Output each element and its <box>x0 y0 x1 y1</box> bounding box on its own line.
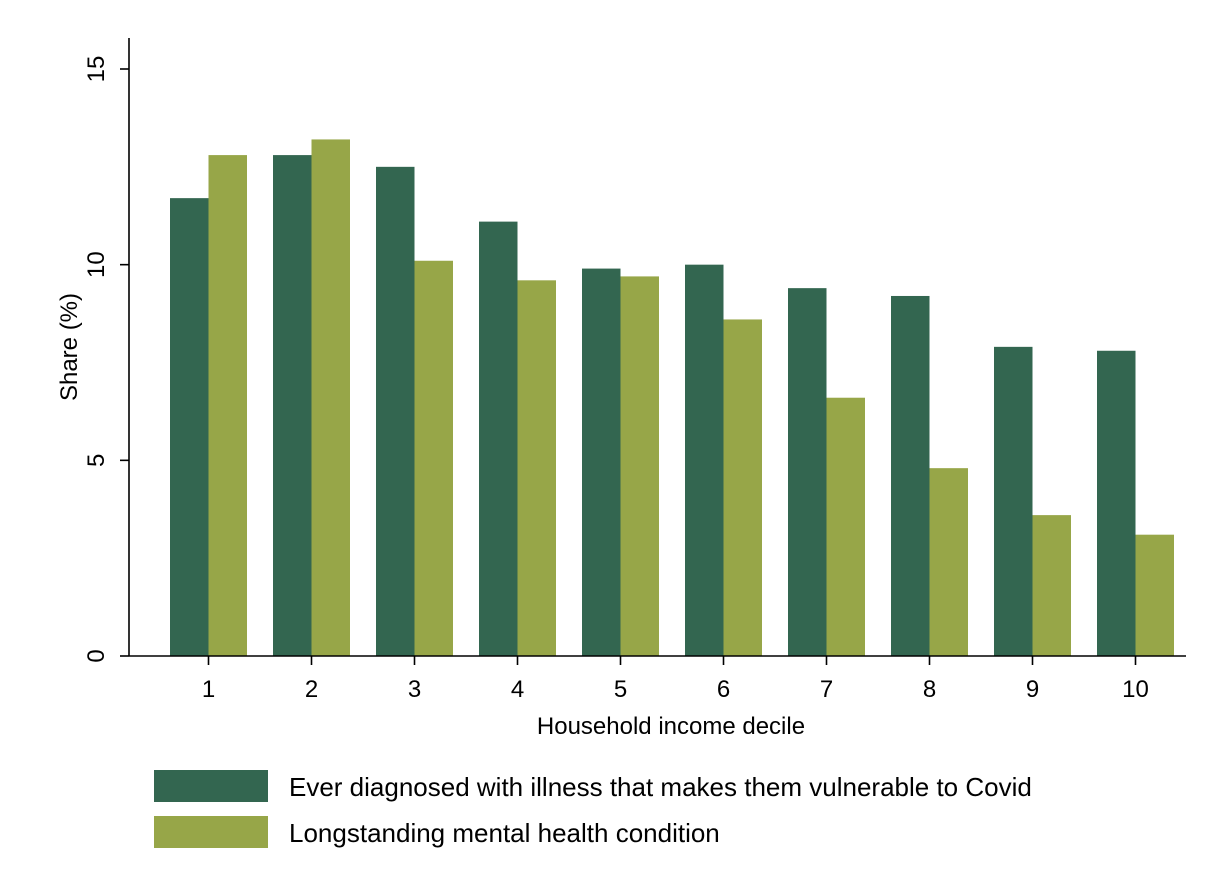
x-tick-label: 5 <box>614 676 627 703</box>
x-tick-label: 9 <box>1026 676 1039 703</box>
bar-series-1-decile-1 <box>170 198 209 656</box>
bar-series-2-decile-7 <box>826 397 865 656</box>
x-tick-label: 4 <box>511 676 524 703</box>
x-tick-label: 2 <box>305 676 318 703</box>
bar-series-2-decile-8 <box>929 468 968 656</box>
x-tick-label: 8 <box>923 676 936 703</box>
x-tick-label: 7 <box>820 676 833 703</box>
y-tick-label: 0 <box>83 649 110 662</box>
bar-series-2-decile-2 <box>311 139 350 656</box>
y-tick-label: 10 <box>83 251 110 278</box>
bar-series-2-decile-3 <box>414 260 453 656</box>
bar-series-2-decile-1 <box>208 155 247 657</box>
x-tick-label: 6 <box>717 676 730 703</box>
y-tick-label: 5 <box>83 454 110 467</box>
bars <box>170 139 1174 657</box>
x-tick-label: 3 <box>408 676 421 703</box>
bar-series-2-decile-5 <box>620 276 659 656</box>
y-tick-label: 15 <box>83 56 110 83</box>
bar-series-1-decile-4 <box>479 221 518 656</box>
legend: Ever diagnosed with illness that makes t… <box>154 770 1032 848</box>
bar-series-1-decile-6 <box>685 264 724 656</box>
bar-series-1-decile-3 <box>376 166 415 657</box>
legend-label-2: Longstanding mental health condition <box>289 818 720 848</box>
bar-series-1-decile-5 <box>582 268 621 656</box>
bar-series-2-decile-9 <box>1032 515 1071 656</box>
x-tick-label: 10 <box>1122 676 1149 703</box>
bar-series-1-decile-2 <box>273 155 312 657</box>
legend-swatch-1 <box>154 770 268 802</box>
x-axis-title: Household income decile <box>537 713 805 740</box>
bar-series-2-decile-6 <box>723 319 762 656</box>
bar-series-2-decile-10 <box>1135 534 1174 656</box>
bar-series-2-decile-4 <box>517 280 556 656</box>
bar-series-1-decile-7 <box>788 288 827 656</box>
y-axis-title: Share (%) <box>56 293 83 401</box>
x-tick-label: 1 <box>202 676 215 703</box>
bar-series-1-decile-10 <box>1097 350 1136 656</box>
legend-swatch-2 <box>154 816 268 848</box>
bar-series-1-decile-8 <box>891 295 930 656</box>
bar-series-1-decile-9 <box>994 346 1033 656</box>
legend-label-1: Ever diagnosed with illness that makes t… <box>289 772 1032 802</box>
x-axis-ticks: 1 2 3 4 5 6 7 8 9 10 <box>202 656 1149 703</box>
y-axis-ticks: 0 5 10 15 <box>83 56 129 663</box>
